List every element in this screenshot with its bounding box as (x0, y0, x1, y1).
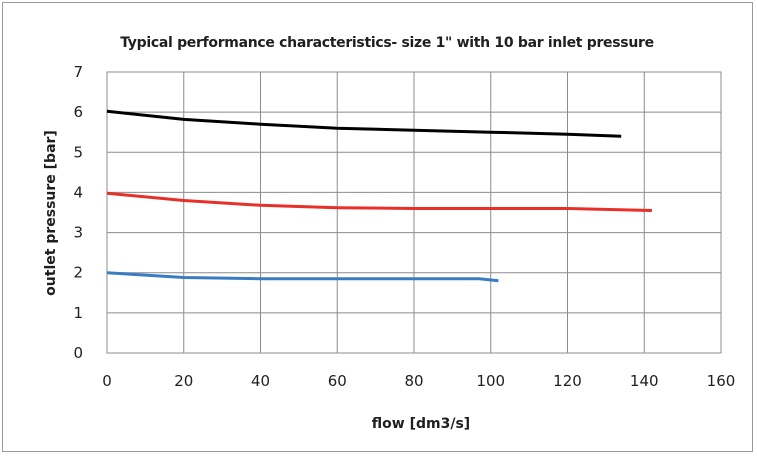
chart-canvas: Typical performance characteristics- siz… (43, 35, 735, 432)
y-tick-label: 1 (73, 304, 83, 322)
tick-layer: 0 20 40 60 80 100 120 140 160 0 1 2 3 4 5 6 7 (73, 63, 735, 390)
x-axis-label: flow [dm3/s] (372, 416, 470, 432)
series-line-2 (106, 191, 652, 212)
x-tick-label: 100 (476, 372, 505, 390)
y-tick-label: 3 (73, 224, 83, 242)
y-tick-label: 7 (73, 63, 83, 81)
x-tick-label: 160 (707, 372, 736, 390)
x-tick-label: 0 (102, 372, 112, 390)
y-tick-label: 4 (73, 183, 83, 201)
grid-layer (106, 71, 722, 354)
x-tick-label: 40 (251, 372, 270, 390)
series-line-3 (106, 271, 499, 283)
chart-title: Typical performance characteristics- siz… (120, 35, 654, 51)
series-line-1 (106, 109, 622, 138)
x-tick-label: 140 (630, 372, 659, 390)
y-tick-label: 5 (73, 143, 83, 161)
chart-frame: Typical performance characteristics- siz… (2, 2, 753, 452)
x-tick-label: 80 (404, 372, 423, 390)
x-tick-label: 60 (328, 372, 347, 390)
y-axis-label: outlet pressure [bar] (43, 130, 59, 296)
x-tick-label: 20 (174, 372, 193, 390)
y-tick-label: 6 (73, 103, 83, 121)
x-tick-label: 120 (553, 372, 582, 390)
y-tick-label: 0 (73, 344, 83, 362)
series-layer (106, 109, 652, 283)
y-tick-label: 2 (73, 264, 83, 282)
plot-area (106, 71, 722, 354)
